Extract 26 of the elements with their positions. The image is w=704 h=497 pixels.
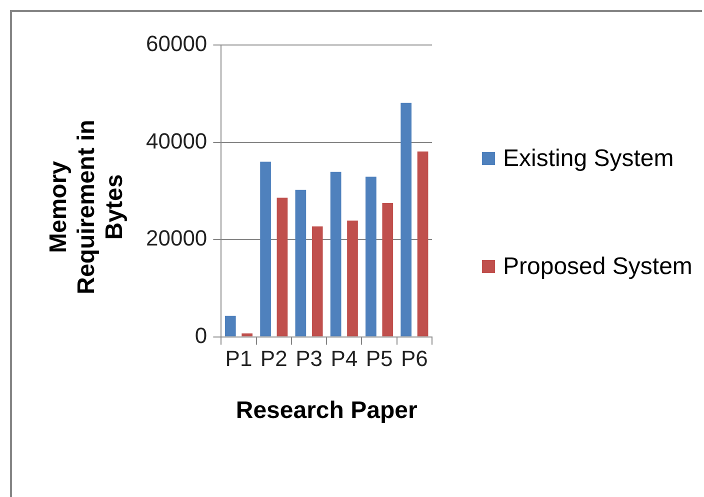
bar: [347, 220, 358, 336]
x-tick-label: P5: [366, 346, 393, 372]
legend-label: Existing System: [503, 144, 674, 174]
legend-label: Proposed System: [503, 252, 692, 282]
x-tick-label: P4: [330, 346, 358, 372]
y-tick-label: 20000: [146, 226, 208, 251]
x-axis-title: Research Paper: [236, 397, 418, 424]
bar: [400, 102, 412, 336]
y-tick-label: 40000: [146, 128, 208, 154]
y-tick-label: 60000: [146, 31, 208, 56]
bar: [366, 176, 376, 336]
x-tick-label: P6: [400, 346, 428, 372]
bar: [330, 172, 342, 336]
bar: [242, 333, 253, 336]
bar: [295, 190, 306, 336]
y-axis-title: Memory Requirement in Bytes: [45, 118, 129, 296]
bar: [276, 198, 288, 336]
y-tick-label: 0: [194, 322, 208, 348]
x-tick-label: P1: [225, 346, 252, 372]
bar: [224, 316, 236, 336]
bar: [382, 203, 394, 336]
bar: [417, 152, 428, 336]
x-tick-label: P3: [296, 346, 322, 372]
x-tick-label: P2: [260, 346, 288, 372]
bar: [260, 162, 271, 336]
bar: [312, 226, 323, 336]
